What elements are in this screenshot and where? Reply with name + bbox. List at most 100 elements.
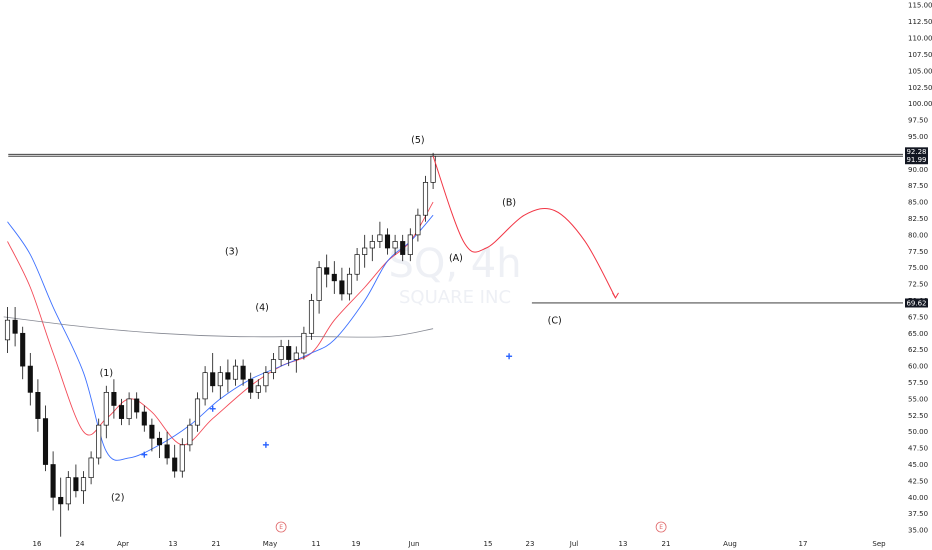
- wave-label: (3): [225, 247, 238, 258]
- x-tick-label: 19: [352, 540, 361, 548]
- y-tick-label: 35.00: [908, 527, 928, 535]
- candle-body: [324, 267, 330, 275]
- candle-body: [141, 411, 147, 426]
- candle-body: [103, 391, 109, 426]
- wave-label: (1): [100, 368, 113, 379]
- earnings-label: E: [279, 524, 283, 531]
- candlesticks: [4, 152, 436, 537]
- candle-body: [422, 182, 429, 216]
- x-tick-label: 15: [484, 540, 493, 548]
- candle: [172, 444, 178, 478]
- candle-body: [80, 477, 87, 492]
- price-badge-label: 92.28: [906, 148, 926, 156]
- candle: [415, 208, 421, 242]
- x-tick-label: 13: [169, 540, 178, 548]
- watermark-name: SQUARE INC: [399, 287, 511, 308]
- candle-body: [12, 319, 18, 334]
- candle: [111, 379, 117, 419]
- candle: [149, 418, 155, 452]
- candle: [35, 379, 41, 432]
- candle: [255, 379, 261, 399]
- candle: [27, 352, 33, 406]
- candle-body: [407, 234, 413, 255]
- candle-body: [35, 391, 41, 419]
- candle-body: [58, 496, 64, 505]
- price-badge: 92.28: [905, 147, 928, 157]
- earnings-circle: [655, 521, 667, 533]
- candle: [141, 405, 147, 432]
- candle-body: [4, 319, 11, 341]
- candle: [42, 405, 49, 472]
- candle-body: [172, 457, 178, 472]
- price-badge-label: 91.99: [906, 156, 926, 164]
- candle: [156, 431, 163, 458]
- candle-body: [339, 280, 345, 295]
- candle: [96, 418, 102, 465]
- candle-body: [362, 247, 368, 255]
- candle: [118, 398, 125, 426]
- candle-body: [415, 214, 421, 236]
- y-tick-label: 72.50: [908, 281, 928, 289]
- y-tick-label: 112.50: [908, 18, 932, 26]
- wave-label: (C): [548, 315, 562, 326]
- y-tick-label: 80.00: [908, 231, 928, 239]
- candle: [354, 248, 360, 281]
- candle-body: [240, 365, 246, 380]
- y-tick-label: 105.00: [908, 67, 932, 75]
- candle: [50, 451, 56, 511]
- wave-label: (2): [111, 493, 124, 504]
- price-badge: 69.62: [905, 298, 928, 308]
- candle-body: [27, 365, 33, 393]
- candle: [126, 392, 132, 426]
- price-axis[interactable]: 115.00 112.50 110.00 107.50 105.00 102.50 100.…: [908, 2, 932, 535]
- time-axis[interactable]: 16 24 Apr 13 21 May 11 19 Jun 15 23 Jul 13 21 Aug 17 Sep: [33, 540, 887, 548]
- candle: [194, 392, 201, 432]
- wave-label: (B): [502, 197, 516, 208]
- candle: [324, 254, 330, 288]
- candle-body: [126, 398, 132, 419]
- y-tick-label: 62.50: [908, 346, 928, 354]
- earnings-circle: [275, 521, 287, 533]
- projection-arrowhead: [612, 292, 619, 299]
- candle: [263, 366, 269, 393]
- candle: [369, 234, 375, 262]
- y-tick-label: 100.00: [908, 100, 932, 108]
- x-tick-label: Apr: [117, 540, 129, 548]
- candle: [422, 175, 429, 222]
- candle-body: [392, 241, 398, 249]
- candle: [134, 392, 140, 419]
- candle: [346, 267, 353, 301]
- candle-body: [88, 457, 94, 478]
- x-tick-label: 23: [526, 540, 535, 548]
- candle: [248, 372, 254, 399]
- candle-body: [232, 365, 239, 380]
- y-tick-label: 47.50: [908, 445, 928, 453]
- candle-body: [164, 444, 170, 459]
- x-tick-label: 21: [662, 540, 671, 548]
- candle: [164, 431, 170, 465]
- candle: [270, 352, 277, 380]
- y-tick-label: 60.00: [908, 363, 928, 371]
- candle: [12, 307, 18, 347]
- candle: [278, 339, 284, 367]
- x-tick-label: 21: [212, 540, 221, 548]
- candle: [286, 339, 292, 367]
- candle-body: [50, 464, 56, 498]
- candle: [362, 234, 368, 268]
- candle-body: [217, 372, 223, 387]
- y-tick-label: 107.50: [908, 51, 932, 59]
- wave-label: (5): [411, 135, 424, 146]
- candle-body: [301, 332, 307, 354]
- candle-body: [42, 418, 49, 465]
- signal-markers: [141, 353, 513, 458]
- candle-body: [65, 477, 71, 505]
- candle: [339, 267, 345, 301]
- moving-averages: [3, 201, 434, 461]
- wave-labels: (1) (2) (3) (4) (5) (A) (B) (C): [100, 135, 562, 504]
- candle-body: [308, 300, 315, 334]
- candle-body: [73, 477, 79, 492]
- y-tick-label: 95.00: [908, 133, 928, 141]
- x-tick-label: Jun: [408, 540, 420, 548]
